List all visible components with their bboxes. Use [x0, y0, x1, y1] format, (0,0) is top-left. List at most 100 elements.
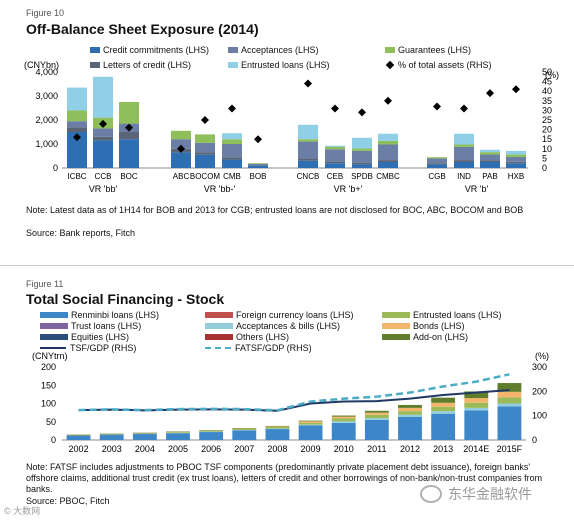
- fig10-bar-segment: [171, 152, 191, 168]
- fig11-legend-label: Acceptances & bills (LHS): [236, 321, 341, 331]
- fig10-ytick-left: 2,000: [35, 115, 58, 125]
- fig10-xtick: BOCOM: [190, 172, 221, 181]
- fig10-ytick-right: 45: [542, 77, 552, 87]
- fig10-bar-segment: [352, 150, 372, 163]
- fig10-bar-segment: [378, 160, 398, 162]
- fig10-legend-item: Acceptances (LHS): [228, 45, 319, 55]
- fig11-bar-segment: [166, 432, 190, 434]
- fig10-ytick-left: 1,000: [35, 139, 58, 149]
- fig10-bar-segment: [195, 134, 215, 143]
- fig11-bar-segment: [331, 418, 356, 422]
- fig11-legend-swatch: [205, 347, 231, 349]
- fig11-legend-swatch: [382, 312, 410, 318]
- fig11-bar-segment: [364, 418, 389, 420]
- fig10-bar-segment: [222, 133, 242, 140]
- fig11-legend-label: Trust loans (LHS): [71, 321, 142, 331]
- fig10-bar-segment: [325, 161, 345, 164]
- fig10-legend-item: Guarantees (LHS): [385, 45, 471, 55]
- watermark-right: 东华金融软件: [420, 484, 532, 504]
- fig11-ytick-left: 100: [41, 399, 56, 409]
- fig11-legend-swatch: [382, 323, 410, 329]
- fig11-ytick-left: 0: [51, 435, 56, 445]
- fig10-pct-marker: [331, 104, 339, 113]
- fig10-legend-label: % of total assets (RHS): [398, 60, 492, 70]
- fig10-pct-marker: [304, 79, 312, 88]
- fig10-bar-segment: [119, 139, 139, 168]
- fig10-bar-segment: [248, 163, 268, 166]
- fig11-bar-segment: [464, 402, 489, 408]
- fig10-bar-segment: [480, 162, 500, 168]
- fig11-ytick-left: 200: [41, 362, 56, 372]
- fig11-ytick-left: 50: [46, 417, 56, 427]
- fig10-bar-segment: [298, 139, 318, 142]
- fig11-xtick: 2014E: [463, 444, 489, 454]
- fig10-legend-item: % of total assets (RHS): [385, 60, 492, 70]
- fig10-ytick-right: 20: [542, 125, 552, 135]
- fig11-xtick: 2010: [334, 444, 354, 454]
- fig10-legend-label: Entrusted loans (LHS): [241, 60, 330, 70]
- fig11-bar-segment: [298, 424, 323, 426]
- fig10-pct-marker: [460, 104, 468, 113]
- fig10-pct-marker: [358, 108, 366, 117]
- fig10-bar-segment: [427, 158, 447, 164]
- fig10-bar-segment: [454, 133, 474, 145]
- fig11-xtick: 2005: [168, 444, 188, 454]
- fig10-group-label: VR 'bb': [89, 184, 118, 194]
- fig11-legend-item: Foreign currency loans (LHS): [205, 310, 354, 320]
- fig10-pct-marker: [486, 89, 494, 98]
- fig10-ytick-right: 0: [542, 163, 547, 173]
- fig11-bar-segment: [431, 397, 456, 403]
- fig11-legend-swatch: [382, 334, 410, 340]
- fig11-bar-segment: [364, 412, 389, 415]
- fig11-bar-segment: [431, 402, 456, 407]
- fig10-bar-segment: [67, 132, 87, 168]
- fig10-bar-segment: [325, 146, 345, 150]
- watermark-left: © 大数网: [4, 506, 41, 516]
- fig11-bar-segment: [431, 411, 456, 414]
- fig10-pct-marker: [254, 135, 262, 144]
- fig10-legend-item: Entrusted loans (LHS): [228, 60, 330, 70]
- fig10-bar-segment: [298, 124, 318, 140]
- fig11-bar-segment: [265, 425, 290, 427]
- fig10-ylabel-right: (%): [545, 70, 559, 80]
- fig10-ytick-right: 35: [542, 96, 552, 106]
- fig10-xtick: CGB: [428, 172, 445, 181]
- fig11-ylabel-left: (CNYtrn): [32, 351, 68, 361]
- fig10-legend-swatch: [385, 47, 395, 53]
- fig10-legend-label: Letters of credit (LHS): [103, 60, 192, 70]
- fig11-bar-segment: [364, 414, 389, 419]
- fig11-legend-swatch: [205, 312, 233, 318]
- fig11-xtick: 2006: [201, 444, 221, 454]
- fig10-xtick: HXB: [508, 172, 524, 181]
- fig10-bar-segment: [506, 156, 526, 162]
- fig11-legend-label: Others (LHS): [236, 332, 290, 342]
- fig11-bar-segment: [66, 434, 91, 436]
- fig11-xtick: 2015F: [497, 444, 523, 454]
- fig10-xtick: CCB: [95, 172, 112, 181]
- fig11-bar-segment: [497, 383, 522, 392]
- fig10-bar-segment: [119, 132, 139, 140]
- figure11-label: Figure 11: [26, 279, 64, 289]
- fig11-bar-segment: [464, 407, 489, 411]
- fig11-xtick: 2011: [367, 444, 386, 454]
- fig11-legend-item: Bonds (LHS): [382, 321, 465, 331]
- fig11-bar-segment: [364, 419, 389, 440]
- fig10-bar-segment: [427, 164, 447, 168]
- fig10-bar-segment: [67, 87, 87, 111]
- fig10-bar-segment: [427, 163, 447, 165]
- fig10-bar-segment: [352, 137, 372, 149]
- fig11-bar-segment: [364, 410, 389, 413]
- fig10-bar-segment: [93, 140, 113, 168]
- fig10-xtick: BOB: [250, 172, 267, 181]
- fig10-bar-segment: [222, 144, 242, 158]
- fig11-xtick: 2007: [234, 444, 254, 454]
- fig10-pct-marker: [384, 96, 392, 105]
- fig11-bar-segment: [398, 404, 422, 408]
- fig10-ytick-left: 4,000: [35, 67, 58, 77]
- fig10-bar-segment: [248, 165, 268, 168]
- fig11-bar-segment: [265, 427, 290, 429]
- fig11-legend-swatch: [205, 334, 233, 340]
- fig11-bar-segment: [99, 433, 124, 435]
- fig10-bar-segment: [352, 164, 372, 168]
- fig10-bar-segment: [378, 140, 398, 145]
